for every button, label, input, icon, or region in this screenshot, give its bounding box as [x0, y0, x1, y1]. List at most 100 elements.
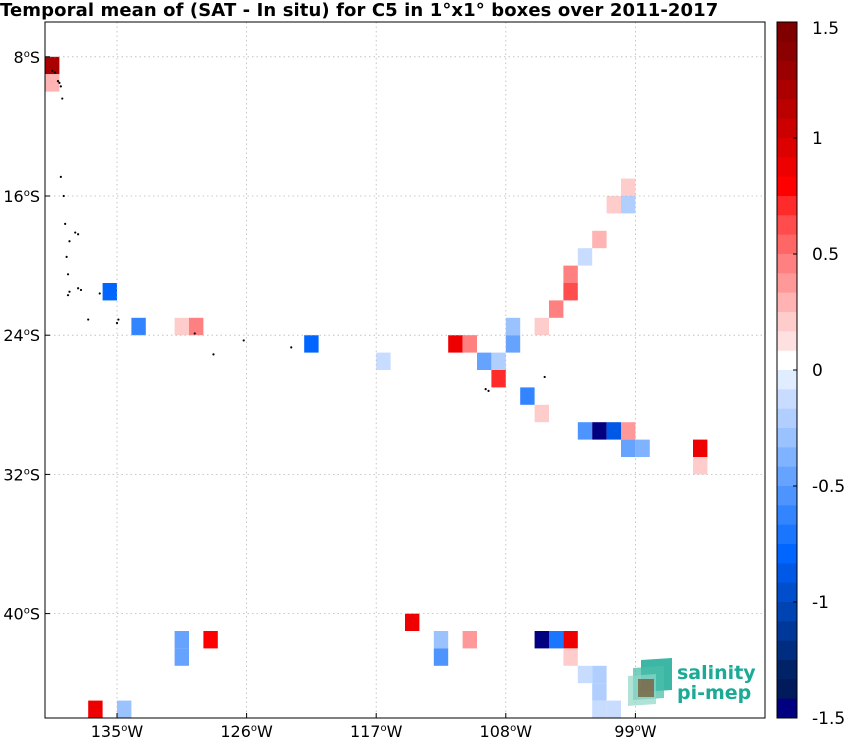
data-cell	[606, 196, 621, 214]
data-cell	[505, 317, 521, 336]
colorbar-swatch	[777, 544, 797, 564]
colorbar-swatch	[777, 582, 797, 603]
data-cell	[577, 665, 593, 684]
island-dot	[98, 292, 101, 295]
data-cell	[203, 631, 218, 649]
data-cell	[563, 648, 578, 666]
island-dot	[58, 81, 61, 84]
data-cell	[563, 265, 578, 283]
colorbar-swatch	[777, 176, 797, 197]
data-cell	[577, 248, 593, 266]
data-cell	[606, 700, 621, 718]
colorbar-tick-label: 1.5	[812, 19, 839, 39]
data-cell	[462, 631, 477, 649]
data-cell	[592, 422, 607, 440]
data-cell	[534, 317, 549, 336]
island-dot	[64, 222, 67, 225]
island-dot	[62, 194, 65, 198]
data-cell	[45, 74, 60, 92]
data-cell	[621, 439, 636, 457]
data-cell	[448, 335, 463, 353]
data-cell	[174, 631, 189, 649]
island-dot	[65, 255, 68, 258]
island-dot	[87, 318, 90, 321]
colorbar-swatch	[777, 563, 797, 584]
colorbar-swatch	[777, 312, 797, 332]
island-dot	[77, 233, 80, 236]
data-cell	[505, 335, 521, 353]
lon-tick-label: 117oW	[350, 722, 403, 740]
lat-tick-label: 16oS	[3, 187, 40, 206]
island-dot	[117, 318, 120, 321]
colorbar-swatch	[777, 80, 797, 100]
colorbar-tick-label: 1	[812, 129, 823, 149]
logo-text-salinity: salinity	[677, 662, 756, 684]
colorbar-swatch	[777, 41, 797, 62]
data-cell	[693, 457, 708, 475]
data-cell	[304, 335, 319, 353]
data-cell	[433, 648, 449, 666]
island-dot	[66, 294, 70, 297]
colorbar-swatch	[777, 370, 797, 390]
data-cell	[88, 700, 103, 718]
colorbar-swatch	[777, 621, 797, 642]
data-cell	[592, 665, 607, 684]
data-cell	[577, 422, 593, 440]
colorbar-swatch	[777, 408, 797, 429]
data-cell	[433, 631, 449, 649]
data-cells	[45, 56, 708, 718]
colorbar-swatch	[777, 99, 797, 120]
island-dot	[290, 346, 293, 349]
salinity-pimep-logo: salinity pi-mep	[628, 658, 756, 706]
island-dot	[487, 389, 490, 392]
data-cell	[405, 613, 420, 631]
data-cell	[563, 283, 578, 301]
island-dot	[242, 339, 245, 342]
colorbar-swatch	[777, 466, 797, 487]
coastlines	[51, 69, 546, 392]
lat-tick-label: 8oS	[14, 48, 40, 67]
data-cell	[534, 404, 549, 423]
lat-tick-label: 24oS	[3, 326, 40, 345]
colorbar-tick-label: 0.5	[812, 245, 839, 265]
island-dot	[61, 97, 64, 100]
island-dot	[59, 175, 62, 178]
colorbar-swatch	[777, 196, 797, 216]
data-cell	[693, 439, 708, 457]
data-cell	[491, 370, 506, 388]
data-cell	[592, 683, 607, 701]
colorbar-swatch	[777, 234, 797, 255]
data-cell	[376, 352, 391, 370]
data-cell	[635, 439, 650, 457]
colorbar-swatch	[777, 22, 797, 42]
island-dot	[51, 69, 54, 72]
data-cell	[491, 352, 506, 370]
colorbar-swatch	[777, 118, 797, 139]
lat-tick-label: 32oS	[3, 465, 40, 484]
island-dot	[53, 71, 57, 74]
colorbar-tick-label: 0	[812, 361, 823, 381]
data-cell	[117, 700, 132, 718]
axis-ticks: 8oS 16oS 24oS 32oS 40oS 135oW 126oW 117oW 108oW 9…	[3, 48, 656, 740]
colorbar-tick-label: -0.5	[812, 477, 845, 497]
lat-tick-label: 40oS	[3, 605, 40, 624]
colorbar-swatch	[777, 215, 797, 236]
colorbar-swatch	[777, 389, 797, 410]
island-dot	[484, 388, 487, 391]
data-cell	[102, 283, 117, 301]
colorbar-swatch	[777, 138, 797, 158]
island-dot	[74, 231, 77, 234]
island-dot	[543, 375, 546, 379]
data-cell	[621, 196, 636, 214]
map-frame	[44, 21, 766, 719]
colorbar-swatch	[777, 331, 797, 352]
data-cell	[462, 335, 477, 353]
colorbar-swatch	[777, 350, 797, 371]
island-dot	[66, 273, 70, 276]
lon-tick-label: 126oW	[220, 722, 273, 740]
colorbar-swatch	[777, 698, 797, 719]
data-cell	[563, 631, 578, 649]
island-dot	[68, 240, 71, 243]
data-cell	[621, 422, 636, 440]
